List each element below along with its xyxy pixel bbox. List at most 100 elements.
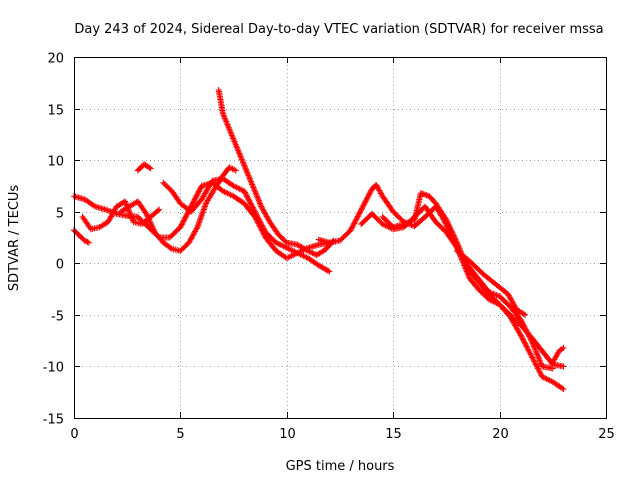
data-point	[522, 325, 529, 332]
data-point	[527, 350, 534, 357]
y-tick-label: -5	[51, 310, 64, 325]
data-point	[560, 386, 567, 393]
data-point	[245, 196, 252, 203]
data-point	[524, 344, 531, 351]
series-trace-d	[117, 164, 239, 254]
data-point	[526, 348, 533, 355]
data-point	[149, 223, 156, 230]
data-point	[249, 204, 256, 211]
data-point	[354, 213, 361, 220]
x-tick-label: 0	[70, 427, 78, 442]
data-point	[359, 203, 366, 210]
data-point	[354, 214, 361, 221]
data-point	[143, 210, 150, 217]
data-point	[257, 219, 264, 226]
data-point	[523, 343, 530, 350]
data-point	[519, 319, 526, 326]
data-point	[453, 238, 460, 245]
data-point	[87, 224, 94, 231]
data-point	[178, 222, 185, 229]
data-point	[147, 165, 154, 172]
y-tick-label: 0	[56, 258, 64, 273]
data-point	[449, 229, 456, 236]
data-point	[232, 167, 239, 174]
data-point	[146, 217, 153, 224]
x-tick-label: 25	[598, 427, 615, 442]
data-point	[241, 189, 248, 196]
data-point	[447, 225, 454, 232]
y-axis-label: SDTVAR / TECUs	[7, 185, 22, 292]
data-point	[183, 213, 190, 220]
data-point	[362, 198, 369, 205]
data-point	[537, 370, 544, 377]
data-point	[197, 185, 204, 192]
data-point	[520, 337, 527, 344]
data-point	[348, 225, 355, 232]
data-point	[248, 201, 255, 208]
data-point	[522, 342, 529, 349]
data-point	[517, 332, 524, 339]
data-point	[179, 220, 186, 227]
data-point	[246, 197, 253, 204]
y-tick-label: -10	[43, 361, 64, 376]
data-point	[243, 192, 250, 199]
series-trace-e	[134, 161, 154, 174]
data-point	[452, 236, 459, 243]
data-point	[193, 225, 200, 232]
data-point	[444, 219, 451, 226]
data-point	[251, 207, 258, 214]
data-point	[252, 210, 259, 217]
y-tick-label: 5	[56, 207, 64, 222]
data-point	[249, 203, 256, 210]
data-point	[307, 249, 314, 256]
data-point	[533, 362, 540, 369]
data-point	[366, 190, 373, 197]
y-tick-label: 10	[47, 155, 64, 170]
data-point	[352, 217, 359, 224]
data-point	[518, 318, 525, 325]
data-point	[191, 196, 198, 203]
data-point	[85, 239, 92, 246]
data-point	[560, 344, 567, 351]
data-point	[144, 213, 151, 220]
data-point	[534, 364, 541, 371]
data-point	[529, 355, 536, 362]
data-point	[521, 323, 528, 330]
data-point	[255, 215, 262, 222]
data-point	[527, 351, 534, 358]
data-point	[365, 192, 372, 199]
data-point	[356, 209, 363, 216]
data-point	[443, 216, 450, 223]
data-point	[258, 222, 265, 229]
data-point	[364, 194, 371, 201]
data-point	[446, 222, 453, 229]
data-point	[180, 217, 187, 224]
data-point	[196, 187, 203, 194]
data-point	[309, 249, 316, 256]
data-point	[145, 216, 152, 223]
data-point	[520, 310, 527, 317]
data-point	[522, 326, 529, 333]
data-point	[527, 334, 534, 341]
data-point	[260, 225, 267, 232]
data-point	[253, 211, 260, 218]
data-point	[559, 345, 566, 352]
series-trace-k	[454, 247, 529, 318]
data-point	[532, 359, 539, 366]
series-trace-f	[160, 175, 333, 275]
data-point	[250, 205, 257, 212]
data-point	[181, 215, 188, 222]
data-point	[523, 328, 530, 335]
data-point	[256, 216, 263, 223]
data-point	[193, 193, 200, 200]
data-point	[450, 232, 457, 239]
data-point	[147, 219, 154, 226]
data-point	[254, 214, 261, 221]
data-point	[531, 358, 538, 365]
data-point	[452, 235, 459, 242]
data-point	[149, 225, 156, 232]
data-point	[450, 231, 457, 238]
data-point	[520, 336, 527, 343]
data-point	[358, 205, 365, 212]
data-point	[259, 223, 266, 230]
